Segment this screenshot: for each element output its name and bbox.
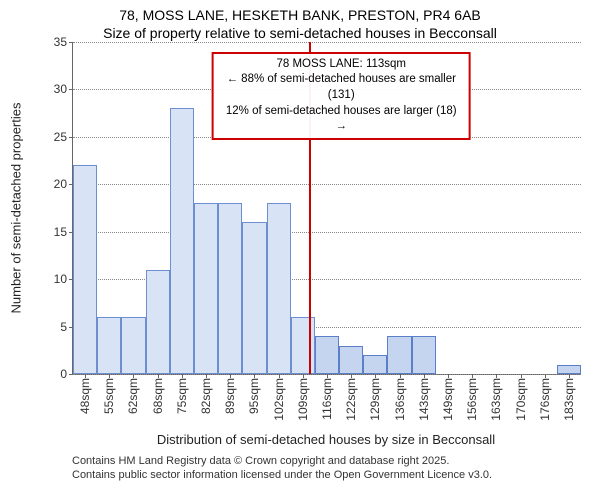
- xtick-label: 109sqm: [296, 374, 310, 421]
- xtick-label: 129sqm: [368, 374, 382, 421]
- xtick-mark: [303, 374, 304, 378]
- xtick-label: 89sqm: [223, 374, 237, 414]
- xtick-label: 170sqm: [514, 374, 528, 421]
- marker-info-box: 78 MOSS LANE: 113sqm ← 88% of semi-detac…: [212, 52, 471, 140]
- ytick-label: 30: [54, 82, 73, 96]
- histogram-bar: [242, 222, 266, 374]
- footer-line-1: Contains HM Land Registry data © Crown c…: [72, 454, 492, 468]
- histogram-bar: [387, 336, 411, 374]
- ytick-label: 0: [60, 367, 73, 381]
- y-axis-title: Number of semi-detached properties: [9, 103, 24, 314]
- ytick-label: 35: [54, 35, 73, 49]
- xtick-label: 62sqm: [126, 374, 140, 414]
- xtick-mark: [448, 374, 449, 378]
- ytick-label: 25: [54, 130, 73, 144]
- xtick-mark: [182, 374, 183, 378]
- xtick-mark: [496, 374, 497, 378]
- ytick-label: 15: [54, 225, 73, 239]
- xtick-mark: [206, 374, 207, 378]
- xtick-label: 163sqm: [489, 374, 503, 421]
- info-line-3: 12% of semi-detached houses are larger (…: [222, 104, 461, 135]
- xtick-label: 102sqm: [272, 374, 286, 421]
- xtick-label: 116sqm: [320, 374, 334, 420]
- histogram-bar: [170, 108, 194, 374]
- histogram-bar: [339, 346, 363, 374]
- attribution-footer: Contains HM Land Registry data © Crown c…: [72, 454, 492, 483]
- histogram-bar: [218, 203, 242, 374]
- xtick-label: 68sqm: [151, 374, 165, 414]
- xtick-mark: [521, 374, 522, 378]
- xtick-mark: [158, 374, 159, 378]
- gridline: [73, 42, 581, 43]
- xtick-label: 136sqm: [393, 374, 407, 421]
- histogram-bar: [267, 203, 291, 374]
- histogram-bar: [73, 165, 97, 374]
- xtick-label: 82sqm: [199, 374, 213, 414]
- info-line-1: 78 MOSS LANE: 113sqm: [222, 57, 461, 73]
- xtick-label: 48sqm: [78, 374, 92, 414]
- histogram-bar: [194, 203, 218, 374]
- xtick-label: 55sqm: [102, 374, 116, 414]
- xtick-label: 183sqm: [562, 374, 576, 421]
- xtick-label: 176sqm: [538, 374, 552, 421]
- footer-line-2: Contains public sector information licen…: [72, 468, 492, 482]
- histogram-bar: [291, 317, 315, 374]
- info-line-2: ← 88% of semi-detached houses are smalle…: [222, 72, 461, 103]
- ytick-label: 20: [54, 177, 73, 191]
- xtick-mark: [424, 374, 425, 378]
- xtick-mark: [351, 374, 352, 378]
- xtick-label: 95sqm: [247, 374, 261, 414]
- xtick-mark: [327, 374, 328, 378]
- xtick-mark: [109, 374, 110, 378]
- xtick-label: 122sqm: [344, 374, 358, 421]
- xtick-mark: [472, 374, 473, 378]
- xtick-mark: [400, 374, 401, 378]
- chart-title-sub: Size of property relative to semi-detach…: [0, 24, 600, 42]
- xtick-label: 149sqm: [441, 374, 455, 421]
- xtick-mark: [133, 374, 134, 378]
- xtick-mark: [230, 374, 231, 378]
- histogram-bar: [557, 365, 581, 374]
- ytick-label: 5: [60, 320, 73, 334]
- xtick-label: 156sqm: [465, 374, 479, 421]
- histogram-bar: [146, 270, 170, 374]
- gridline: [73, 232, 581, 233]
- histogram-bar: [121, 317, 145, 374]
- xtick-label: 75sqm: [175, 374, 189, 414]
- xtick-mark: [85, 374, 86, 378]
- xtick-mark: [279, 374, 280, 378]
- xtick-mark: [254, 374, 255, 378]
- histogram-bar: [363, 355, 387, 374]
- histogram-bar: [97, 317, 121, 374]
- xtick-label: 143sqm: [417, 374, 431, 421]
- chart-title-main: 78, MOSS LANE, HESKETH BANK, PRESTON, PR…: [0, 0, 600, 24]
- ytick-label: 10: [54, 272, 73, 286]
- histogram-bar: [315, 336, 339, 374]
- xtick-mark: [545, 374, 546, 378]
- xtick-mark: [569, 374, 570, 378]
- xtick-mark: [375, 374, 376, 378]
- gridline: [73, 184, 581, 185]
- histogram-bar: [412, 336, 436, 374]
- x-axis-title: Distribution of semi-detached houses by …: [72, 432, 580, 447]
